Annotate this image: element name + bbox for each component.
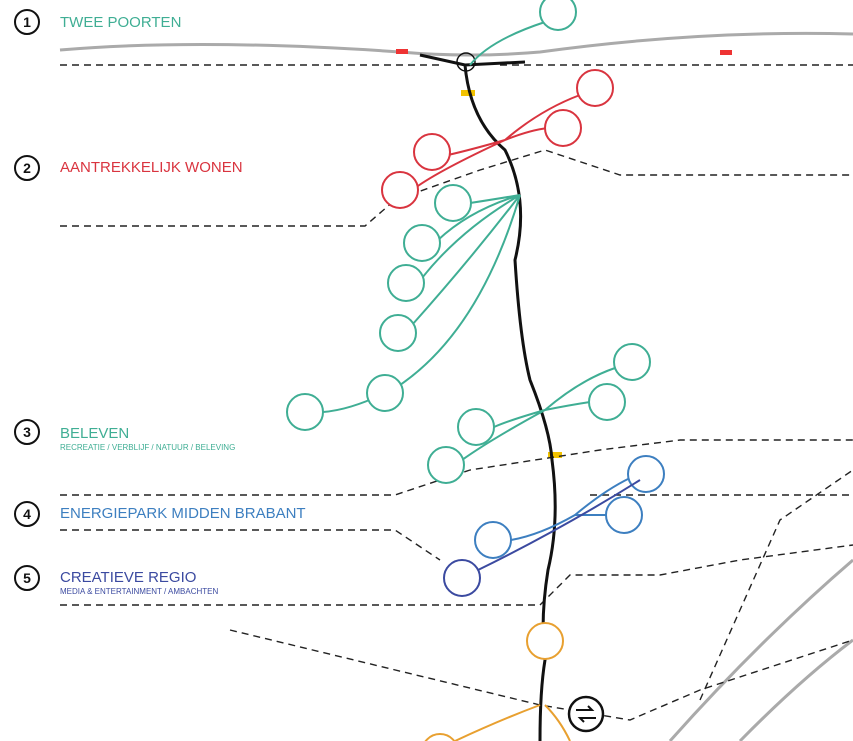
road-sign <box>461 90 475 96</box>
node <box>539 0 577 31</box>
branch <box>461 367 616 461</box>
highway <box>59 31 853 57</box>
border <box>60 149 853 227</box>
station <box>567 695 605 733</box>
title: ENERGIEPARK MIDDEN BRABANT <box>60 505 306 522</box>
node <box>588 383 626 421</box>
number: 5 <box>23 570 31 586</box>
node <box>413 133 451 171</box>
branch <box>469 21 546 66</box>
node <box>381 171 419 209</box>
station-icon <box>576 705 596 723</box>
node <box>627 455 665 493</box>
border <box>60 494 853 561</box>
node <box>427 446 465 484</box>
node <box>403 224 441 262</box>
node <box>424 733 456 741</box>
node <box>366 374 404 412</box>
node <box>379 314 417 352</box>
highway <box>738 638 853 741</box>
branch <box>510 477 631 541</box>
number: 3 <box>23 424 31 440</box>
branch <box>454 704 571 741</box>
branch <box>322 194 521 413</box>
rail <box>229 629 853 721</box>
number: 2 <box>23 160 31 176</box>
road-sign <box>396 49 408 54</box>
node <box>613 343 651 381</box>
title: AANTREKKELIJK WONEN <box>60 159 243 176</box>
border <box>60 544 853 606</box>
number: 1 <box>23 14 31 30</box>
node <box>576 69 614 107</box>
node <box>605 496 643 534</box>
branch <box>477 479 641 571</box>
title: BELEVEN <box>60 425 129 442</box>
roundabout <box>456 52 476 72</box>
node <box>443 559 481 597</box>
node <box>526 622 564 660</box>
road-sign <box>720 50 732 55</box>
border <box>60 439 853 496</box>
node <box>474 521 512 559</box>
title: CREATIEVE REGIO <box>60 569 196 586</box>
number-badge <box>14 9 40 35</box>
road-sign <box>548 452 562 458</box>
title: TWEE POORTEN <box>60 14 181 31</box>
highway <box>668 558 853 741</box>
node <box>544 109 582 147</box>
subtitle: RECREATIE / VERBLIJF / NATUUR / BELEVING <box>60 443 235 452</box>
number-badge <box>14 419 40 445</box>
number: 4 <box>23 506 31 522</box>
number-badge <box>14 565 40 591</box>
node <box>457 408 495 446</box>
branch <box>414 94 581 189</box>
number-badge <box>14 501 40 527</box>
number-badge <box>14 155 40 181</box>
subtitle: MEDIA & ENTERTAINMENT / AMBACHTEN <box>60 587 218 596</box>
node <box>434 184 472 222</box>
node <box>286 393 324 431</box>
node <box>387 264 425 302</box>
border <box>699 469 853 701</box>
